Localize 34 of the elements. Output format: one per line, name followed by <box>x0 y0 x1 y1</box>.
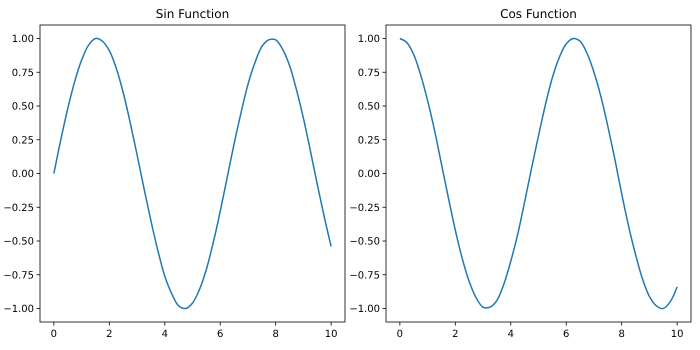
y-tick-label: −0.25 <box>349 202 380 214</box>
y-tick-label: −1.00 <box>349 304 380 315</box>
y-tick-label: 1.00 <box>12 34 34 45</box>
x-tick-label: 4 <box>508 329 514 340</box>
y-tick-label: −0.50 <box>349 236 380 248</box>
y-tick-label: 1.00 <box>358 34 380 45</box>
y-tick-label: 0.00 <box>12 169 34 180</box>
x-tick-label: 8 <box>618 329 625 340</box>
y-tick-label: 0.50 <box>358 102 380 112</box>
y-tick-label: 0.50 <box>12 102 34 112</box>
y-tick-label: −0.75 <box>3 270 34 282</box>
x-tick-label: 0 <box>50 329 58 340</box>
line-series <box>53 38 332 310</box>
y-tick-label: 0.75 <box>358 68 380 79</box>
y-tick-label: −1.00 <box>3 304 34 315</box>
x-tick-label: 4 <box>162 329 168 340</box>
x-tick-label: 6 <box>563 329 570 340</box>
y-tick-label: −0.50 <box>3 236 34 248</box>
x-tick-label: 10 <box>670 329 684 340</box>
x-tick-label: 2 <box>106 329 113 340</box>
x-tick-label: 0 <box>396 329 404 340</box>
line-series <box>399 38 678 310</box>
y-tick-label: −0.75 <box>349 270 380 282</box>
x-tick-label: 2 <box>452 329 459 340</box>
y-tick-label: 0.00 <box>358 169 380 180</box>
chart-title: Cos Function <box>500 7 577 21</box>
y-tick-label: 0.25 <box>358 135 380 146</box>
y-tick-label: 0.25 <box>12 135 34 146</box>
y-tick-label: 0.75 <box>12 68 34 79</box>
x-tick-label: 8 <box>272 329 279 340</box>
y-tick-label: −0.25 <box>3 202 34 214</box>
chart-title: Sin Function <box>156 7 230 21</box>
x-tick-label: 6 <box>217 329 224 340</box>
x-tick-label: 10 <box>324 329 338 340</box>
